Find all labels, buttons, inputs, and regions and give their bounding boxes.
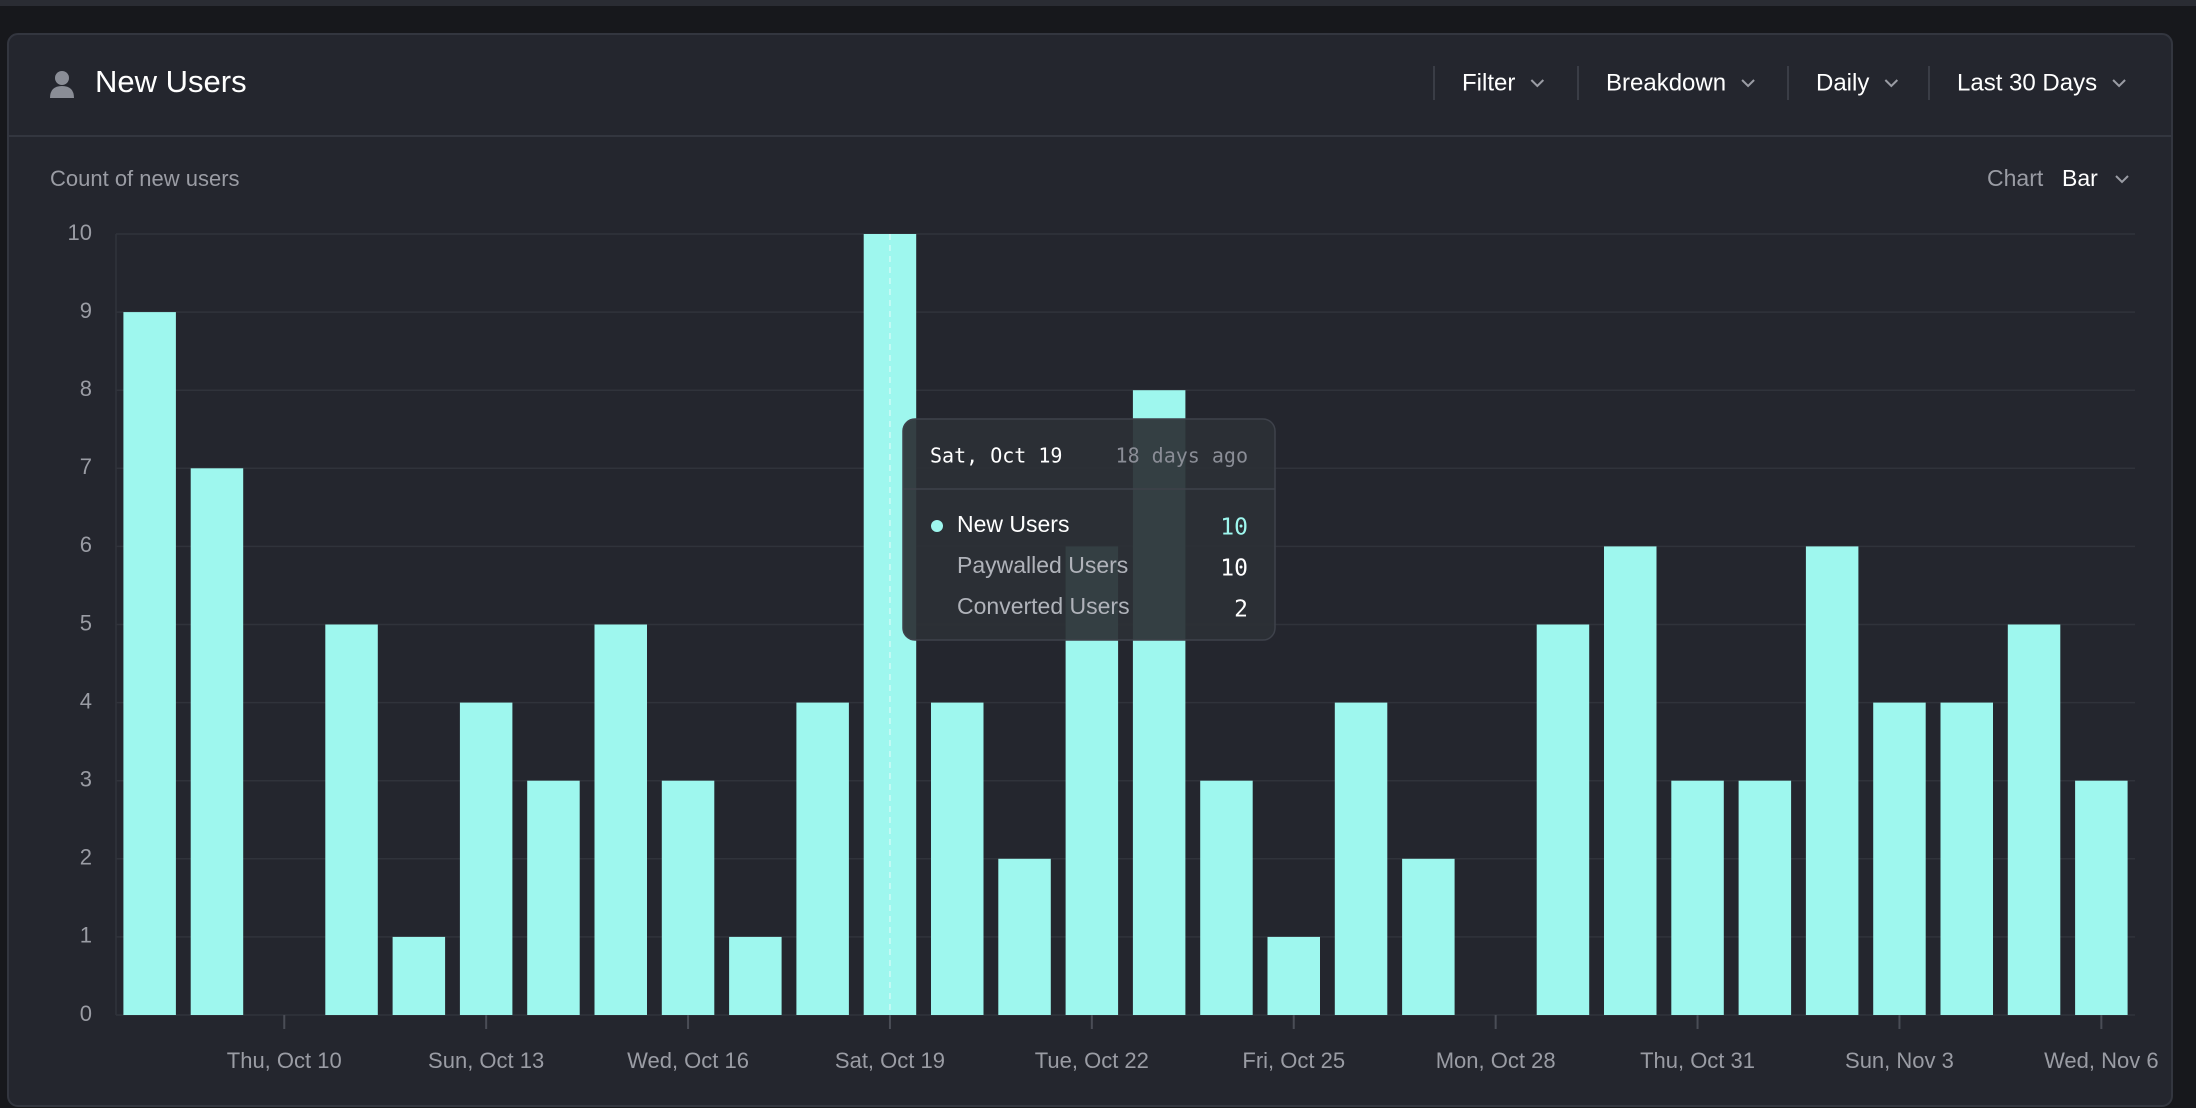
bar [392,936,446,1015]
x-tick-label: Sun, Oct 13 [428,1048,544,1073]
y-tick-label: 7 [80,454,92,479]
y-tick-label: 6 [80,532,92,557]
bar [594,624,647,1015]
bar [1873,702,1926,1015]
header-control[interactable]: Last 30 Days [1957,69,2097,96]
x-tick-label: Tue, Oct 22 [1035,1048,1149,1073]
bar [1805,546,1859,1015]
x-tick-label: Wed, Nov 6 [2044,1048,2159,1073]
bar [1200,780,1253,1015]
y-tick-label: 2 [80,845,92,870]
tooltip-box [902,418,1276,641]
tooltip-date: Sat, Oct 19 [930,444,1062,468]
bar [1671,780,1724,1015]
x-tick-label: Thu, Oct 31 [1640,1048,1755,1073]
x-tick-label: Wed, Oct 16 [627,1048,749,1073]
bar [1738,780,1792,1015]
chevron [1741,79,1755,88]
chevron [1530,79,1545,88]
x-tick-label: Sun, Nov 3 [1845,1048,1954,1073]
header-control[interactable]: Breakdown [1606,69,1726,96]
top-bar [0,0,2196,6]
bar [123,312,176,1016]
bar [1604,546,1657,1015]
tooltip-row-value: 2 [1234,597,1248,623]
bar [1267,936,1320,1015]
bar [527,780,580,1015]
tooltip-row-name: New Users [957,511,1069,537]
y-tick-label: 9 [80,298,92,323]
y-tick-label: 3 [80,767,92,792]
chevron [2112,79,2126,88]
chart-subtitle: Count of new users [50,166,240,191]
bar [2075,780,2128,1015]
bar [325,624,378,1015]
user-icon [50,71,74,98]
y-tick-label: 0 [80,1001,92,1026]
tooltip: Sat, Oct 19 18 days ago New Users 10 Paywall… [902,418,1276,641]
bar [661,780,715,1015]
bar [998,858,1051,1015]
tooltip-dot [931,520,943,532]
bar [1334,702,1388,1015]
page-title: New Users [95,64,247,99]
chevron [2115,175,2129,184]
bar [931,702,984,1015]
tooltip-row-name: Converted Users [957,593,1130,619]
x-tick-label: Mon, Oct 28 [1436,1048,1556,1073]
chart-picker-value[interactable]: Bar [2062,165,2098,191]
x-tick-label: Sat, Oct 19 [835,1048,945,1073]
bar [2007,624,2061,1015]
tooltip-row-value: 10 [1220,515,1248,541]
bar [729,936,782,1015]
header-control[interactable]: Filter [1462,69,1515,96]
y-tick-label: 10 [68,220,92,245]
x-tick-label: Fri, Oct 25 [1242,1048,1345,1073]
chart-picker-label: Chart [1987,165,2044,191]
y-tick-label: 8 [80,376,92,401]
bar [459,702,513,1015]
bar [1536,624,1590,1015]
bar [190,468,244,1015]
y-tick-label: 4 [80,688,92,713]
tooltip-row-value: 10 [1220,556,1248,582]
bar [796,702,849,1015]
y-tick-label: 1 [80,923,92,948]
bar [1402,858,1455,1015]
tooltip-ago: 18 days ago [1116,444,1248,468]
x-tick-label: Thu, Oct 10 [227,1048,342,1073]
header-control[interactable]: Daily [1816,69,1869,96]
chevron [1884,79,1899,88]
y-tick-label: 5 [80,610,92,635]
bar [1940,702,1993,1015]
tooltip-row-name: Paywalled Users [957,552,1128,578]
